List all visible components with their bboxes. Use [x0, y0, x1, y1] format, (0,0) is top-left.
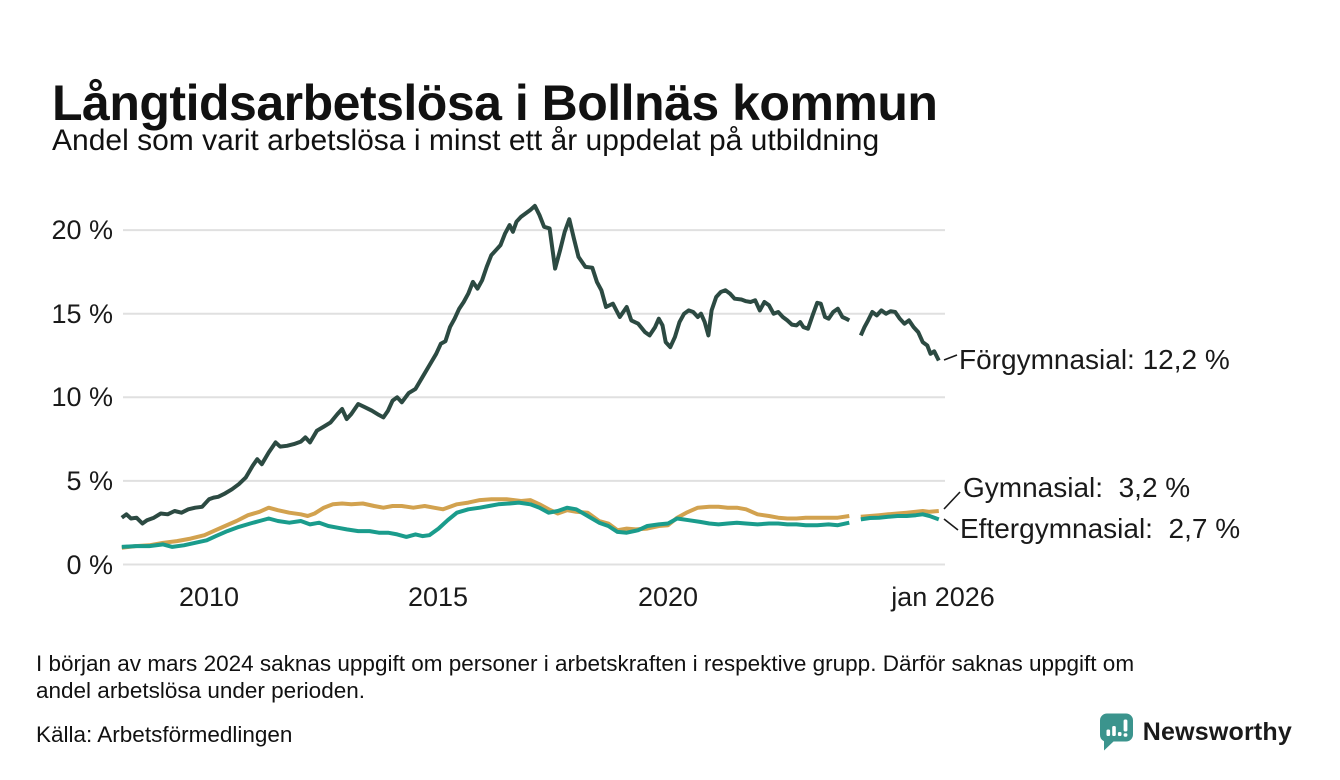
connector-gymnasial: [943, 491, 961, 510]
y-tick-0: 0 %: [66, 549, 113, 580]
page-title: Långtidsarbetslösa i Bollnäs kommun: [52, 74, 938, 131]
y-tick-10: 10 %: [51, 382, 113, 412]
line-förgymnasial: [120, 203, 941, 526]
x-tick-jan-2026: jan 2026: [891, 582, 995, 612]
newsworthy-logo[interactable]: Newsworthy: [1098, 712, 1292, 752]
y-tick-5: 5 %: [66, 466, 113, 496]
connector-eftergymnasial: [943, 518, 959, 531]
page-subtitle: Andel som varit arbetslösa i minst ett å…: [52, 124, 880, 157]
gridlines: [123, 229, 945, 566]
connector-forgymnasial: [943, 354, 958, 361]
y-tick-20: 20 %: [51, 215, 113, 245]
source-label: Källa: Arbetsförmedlingen: [36, 722, 293, 747]
series-label-forgymnasial: Förgymnasial: 12,2 %: [959, 344, 1230, 375]
line-eftergymnasial: [121, 500, 940, 549]
line-gymnasial: [121, 497, 939, 550]
y-tick-15: 15 %: [51, 298, 113, 329]
newsworthy-wordmark: Newsworthy: [1142, 717, 1292, 746]
x-tick-2015: 2015: [407, 582, 469, 612]
series-label-gymnasial: Gymnasial: 3,2 %: [963, 472, 1191, 503]
newsworthy-icon: [1098, 712, 1135, 752]
series-lines: [120, 203, 941, 550]
footnote-line-1: I början av mars 2024 saknas uppgift om …: [36, 651, 1135, 676]
series-label-eftergymnasial: Eftergymnasial: 2,7 %: [960, 513, 1241, 544]
x-tick-2010: 2010: [178, 582, 240, 612]
footnote-line-2: andel arbetslösa under perioden.: [36, 678, 365, 703]
x-tick-2020: 2020: [637, 582, 699, 612]
annotation-connectors: [943, 354, 961, 531]
